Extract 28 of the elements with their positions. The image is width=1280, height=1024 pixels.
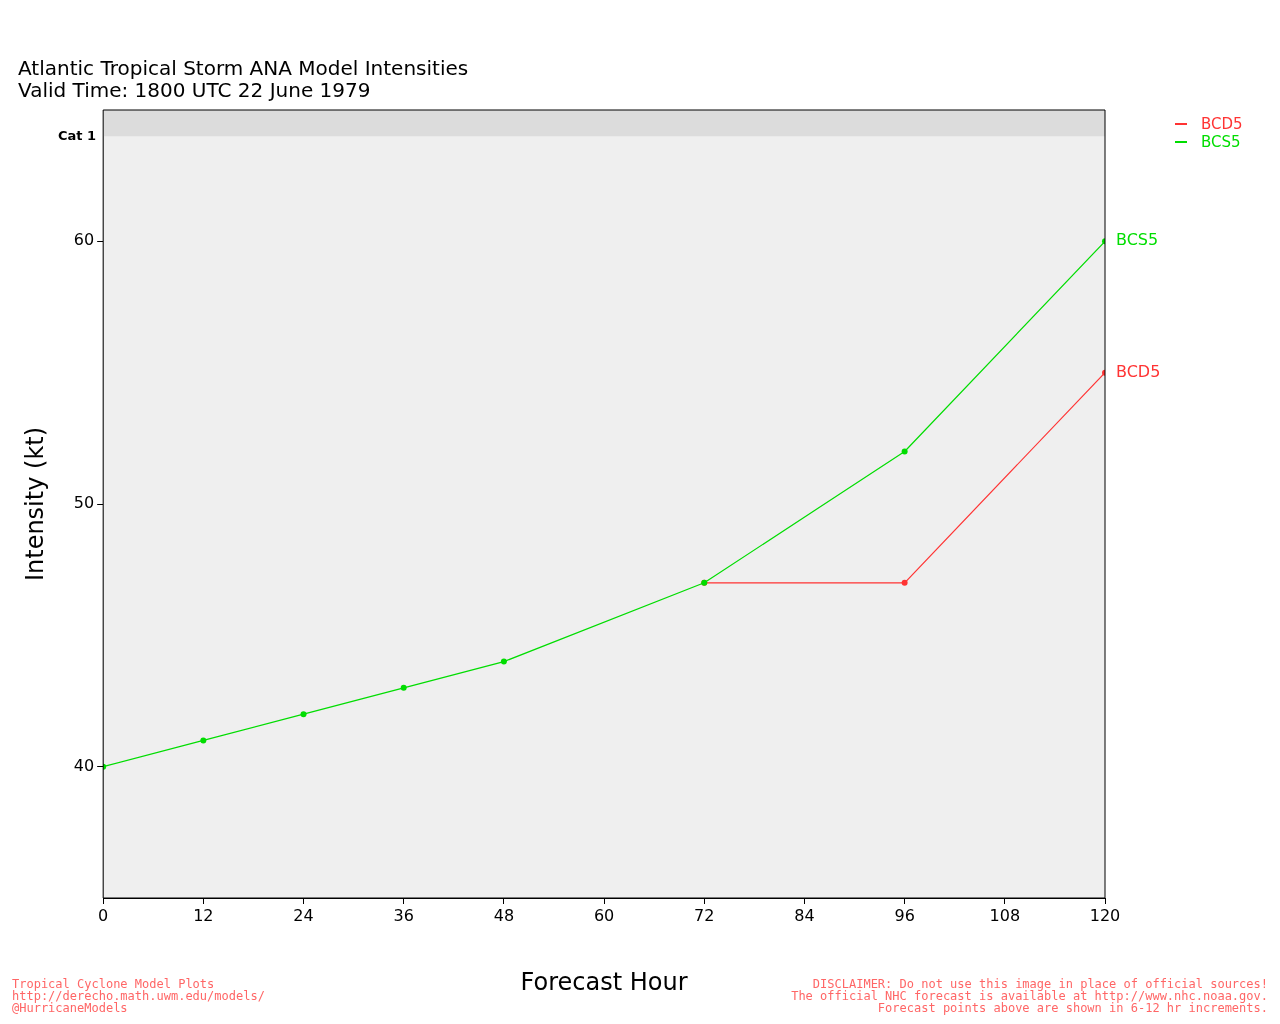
x-tick-label: 12 <box>193 905 214 925</box>
text: Forecast points above are shown in 6-12 hr increments. <box>876 1001 1268 1015</box>
text: BCD5 <box>1116 361 1161 381</box>
chart-subtitle: Valid Time: 1800 UTC 22 June 1979 <box>18 78 371 103</box>
x-tick-label: 84 <box>794 905 815 925</box>
legend-label: BCS5 <box>1201 133 1241 151</box>
band-label: Cat 1 <box>58 127 97 143</box>
x-tick-label: 108 <box>989 905 1021 925</box>
x-tick-label: 36 <box>393 905 414 925</box>
x-tick-label: 120 <box>1089 905 1121 925</box>
x-tick-label: 96 <box>894 905 915 925</box>
legend-label: BCD5 <box>1201 115 1243 133</box>
x-axis-title: Forecast Hour <box>520 967 688 996</box>
y-tick-label: 40 <box>73 755 95 775</box>
text: DISCLAIMER: Do not use this image in place of official sources! <box>812 977 1268 991</box>
y-axis-title: Intensity (kt) <box>20 426 49 582</box>
text: BCS5 <box>1116 230 1159 250</box>
text: http://derecho.math.uwm.edu/models/ <box>12 989 265 1003</box>
y-tick-label: 60 <box>73 230 95 250</box>
text: @HurricaneModels <box>12 1001 128 1015</box>
x-tick-label: 24 <box>293 905 314 925</box>
x-tick-label: 72 <box>694 905 715 925</box>
x-tick-label: 48 <box>493 905 515 925</box>
text: Tropical Cyclone Model Plots <box>12 977 215 991</box>
chart-title: Atlantic Tropical Storm ANA Model Intensities <box>18 56 469 81</box>
y-tick-label: 50 <box>73 493 95 513</box>
x-tick-label: 0 <box>98 905 109 925</box>
x-tick-label: 60 <box>593 905 615 925</box>
